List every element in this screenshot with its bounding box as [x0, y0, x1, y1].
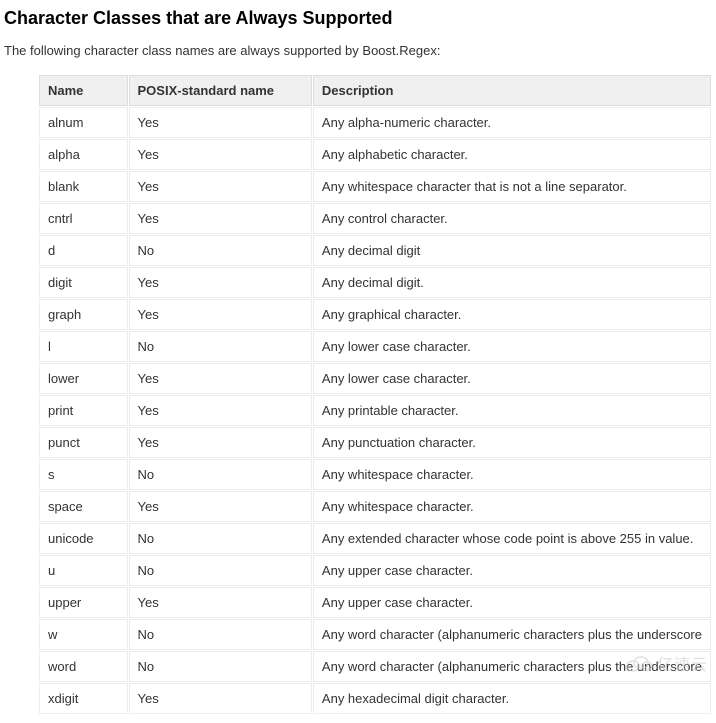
- cell-posix: Yes: [129, 171, 312, 202]
- page-heading: Character Classes that are Always Suppor…: [4, 8, 712, 29]
- col-header-description: Description: [313, 75, 711, 106]
- table-row: unicodeNoAny extended character whose co…: [39, 523, 711, 554]
- cell-description: Any punctuation character.: [313, 427, 711, 458]
- col-header-posix: POSIX-standard name: [129, 75, 312, 106]
- table-row: wordNoAny word character (alphanumeric c…: [39, 651, 711, 682]
- cell-name: lower: [39, 363, 128, 394]
- cell-name: xdigit: [39, 683, 128, 714]
- cell-description: Any alphabetic character.: [313, 139, 711, 170]
- cell-name: graph: [39, 299, 128, 330]
- cell-posix: No: [129, 331, 312, 362]
- cloud-icon: [625, 654, 653, 677]
- cell-description: Any decimal digit.: [313, 267, 711, 298]
- table-row: lowerYesAny lower case character.: [39, 363, 711, 394]
- cell-description: Any graphical character.: [313, 299, 711, 330]
- table-row: upperYesAny upper case character.: [39, 587, 711, 618]
- watermark-text: 亿速云: [657, 657, 708, 674]
- cell-name: s: [39, 459, 128, 490]
- table-row: wNoAny word character (alphanumeric char…: [39, 619, 711, 650]
- cell-name: blank: [39, 171, 128, 202]
- cell-name: space: [39, 491, 128, 522]
- cell-description: Any extended character whose code point …: [313, 523, 711, 554]
- cell-description: Any whitespace character.: [313, 459, 711, 490]
- cell-posix: No: [129, 523, 312, 554]
- cell-description: Any word character (alphanumeric charact…: [313, 619, 711, 650]
- cell-name: print: [39, 395, 128, 426]
- char-class-table: Name POSIX-standard name Description aln…: [38, 74, 712, 715]
- cell-posix: No: [129, 651, 312, 682]
- table-row: blankYesAny whitespace character that is…: [39, 171, 711, 202]
- cell-posix: Yes: [129, 203, 312, 234]
- cell-posix: Yes: [129, 427, 312, 458]
- cell-description: Any lower case character.: [313, 363, 711, 394]
- table-row: punctYesAny punctuation character.: [39, 427, 711, 458]
- cell-name: upper: [39, 587, 128, 618]
- cell-description: Any decimal digit: [313, 235, 711, 266]
- table-row: lNoAny lower case character.: [39, 331, 711, 362]
- cell-name: punct: [39, 427, 128, 458]
- table-row: sNoAny whitespace character.: [39, 459, 711, 490]
- col-header-name: Name: [39, 75, 128, 106]
- cell-name: digit: [39, 267, 128, 298]
- table-row: digitYesAny decimal digit.: [39, 267, 711, 298]
- table-row: alphaYesAny alphabetic character.: [39, 139, 711, 170]
- cell-description: Any lower case character.: [313, 331, 711, 362]
- cell-description: Any control character.: [313, 203, 711, 234]
- cell-description: Any alpha-numeric character.: [313, 107, 711, 138]
- intro-text: The following character class names are …: [4, 43, 712, 58]
- cell-name: cntrl: [39, 203, 128, 234]
- table-row: alnumYesAny alpha-numeric character.: [39, 107, 711, 138]
- cell-name: d: [39, 235, 128, 266]
- cell-posix: No: [129, 619, 312, 650]
- cell-name: u: [39, 555, 128, 586]
- cell-posix: Yes: [129, 395, 312, 426]
- table-row: cntrlYesAny control character.: [39, 203, 711, 234]
- cell-name: word: [39, 651, 128, 682]
- cell-name: alnum: [39, 107, 128, 138]
- cell-name: alpha: [39, 139, 128, 170]
- cell-description: Any upper case character.: [313, 587, 711, 618]
- table-row: xdigitYesAny hexadecimal digit character…: [39, 683, 711, 714]
- cell-posix: Yes: [129, 107, 312, 138]
- table-container: Name POSIX-standard name Description aln…: [4, 74, 712, 715]
- cell-description: Any printable character.: [313, 395, 711, 426]
- cell-posix: Yes: [129, 139, 312, 170]
- table-row: graphYesAny graphical character.: [39, 299, 711, 330]
- table-row: spaceYesAny whitespace character.: [39, 491, 711, 522]
- table-row: dNoAny decimal digit: [39, 235, 711, 266]
- table-header-row: Name POSIX-standard name Description: [39, 75, 711, 106]
- cell-posix: No: [129, 555, 312, 586]
- cell-posix: Yes: [129, 363, 312, 394]
- cell-posix: Yes: [129, 683, 312, 714]
- cell-posix: No: [129, 459, 312, 490]
- cell-name: l: [39, 331, 128, 362]
- cell-description: Any upper case character.: [313, 555, 711, 586]
- cell-name: w: [39, 619, 128, 650]
- cell-posix: Yes: [129, 491, 312, 522]
- table-row: printYesAny printable character.: [39, 395, 711, 426]
- cell-posix: Yes: [129, 587, 312, 618]
- cell-description: Any hexadecimal digit character.: [313, 683, 711, 714]
- cell-description: Any whitespace character that is not a l…: [313, 171, 711, 202]
- watermark: 亿速云: [625, 651, 708, 677]
- cell-name: unicode: [39, 523, 128, 554]
- cell-description: Any whitespace character.: [313, 491, 711, 522]
- table-row: uNoAny upper case character.: [39, 555, 711, 586]
- cell-posix: Yes: [129, 267, 312, 298]
- cell-posix: No: [129, 235, 312, 266]
- cell-posix: Yes: [129, 299, 312, 330]
- table-body: alnumYesAny alpha-numeric character.alph…: [39, 107, 711, 714]
